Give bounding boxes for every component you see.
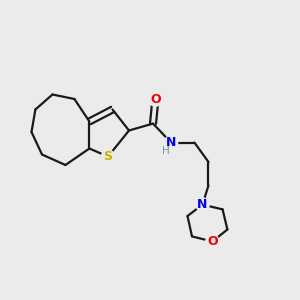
- Circle shape: [149, 93, 162, 106]
- Text: O: O: [207, 235, 218, 248]
- Text: O: O: [150, 93, 161, 106]
- Text: N: N: [197, 198, 208, 211]
- Text: S: S: [103, 150, 112, 163]
- Circle shape: [196, 198, 209, 211]
- Circle shape: [206, 235, 219, 248]
- Text: H: H: [162, 146, 170, 156]
- Circle shape: [164, 136, 178, 149]
- Text: N: N: [166, 136, 176, 149]
- Circle shape: [101, 150, 115, 163]
